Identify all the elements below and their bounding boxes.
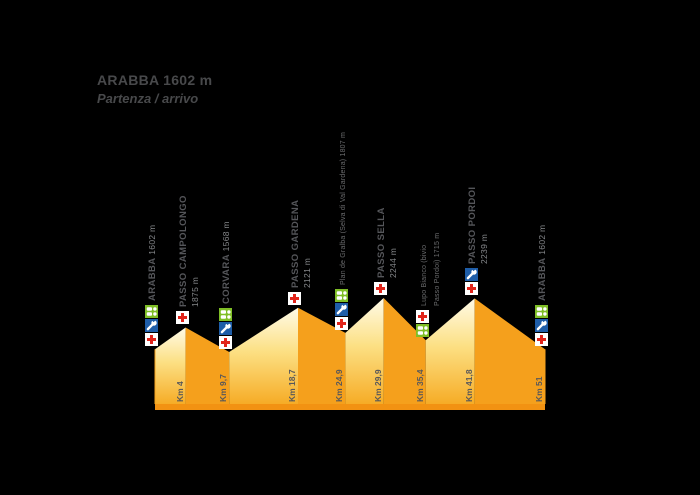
peak-name: PASSO CAMPOLONGO (177, 195, 189, 308)
peak-altitude: 1875 m (189, 277, 200, 308)
peak-name: ARABBA (147, 255, 158, 302)
medical-icon (145, 333, 158, 347)
service-icon-stack (288, 291, 301, 305)
profile-edge (154, 349, 156, 404)
peak-name: PASSO GARDENA (290, 199, 301, 288)
peak-label: PASSO GARDENA 2121 m (289, 199, 312, 287)
refreshment-icon (415, 324, 429, 338)
climb-face (345, 297, 384, 404)
peak-altitude: 2121 m (302, 257, 312, 288)
refreshment-icon (219, 307, 233, 321)
descent-face (298, 307, 346, 404)
medical-icon (415, 310, 429, 324)
refreshment-icon (535, 305, 548, 319)
km-label: Km 41,8 (463, 369, 474, 402)
page-title: ARABBA 1602 m (97, 72, 213, 88)
km-label: Km 35,4 (414, 369, 425, 402)
service-icon-stack (373, 281, 387, 295)
mechanic-icon (464, 267, 478, 282)
climb-face (155, 327, 186, 404)
peak-altitude: 1602 m (537, 224, 547, 255)
service-icon-stack (219, 307, 233, 349)
medical-icon (373, 281, 387, 295)
peak-name: PASSO PORDOI (466, 186, 478, 265)
peak-label: CORVARA 1568 m (220, 221, 232, 304)
peak-name: ARABBA (537, 255, 548, 302)
peak-label: PASSO CAMPOLONGO 1875 m (177, 196, 200, 308)
km-label: Km 9,7 (218, 374, 229, 402)
descent-face (185, 327, 230, 404)
service-icon-stack (464, 267, 478, 296)
medical-icon (464, 282, 478, 296)
climb-face (229, 307, 298, 404)
climb-face (425, 298, 475, 404)
km-label: Km 51 (534, 376, 544, 402)
km-label: Km 24,9 (334, 369, 345, 402)
mechanic-icon (219, 321, 233, 335)
service-icon-stack (415, 310, 429, 338)
descent-face (383, 297, 426, 404)
service-icon-stack (335, 288, 349, 330)
peak-label: ARABBA 1602 m (536, 225, 548, 301)
peak-altitude: 1568 m (221, 221, 232, 252)
descent-face (474, 298, 545, 404)
medical-icon (288, 291, 301, 305)
baseline-strip (155, 404, 545, 410)
km-label: Km 29,9 (372, 369, 383, 402)
peak-label: Lupo Bianco (bivio Passo Pordoi) 1715 m (417, 233, 443, 306)
medical-icon (535, 333, 548, 347)
peak-altitude: 2239 m (478, 234, 489, 265)
peak-label: PASSO SELLA 2244 m (375, 207, 398, 278)
peak-label: ARABBA 1602 m (146, 225, 158, 301)
km-label: Km 18,7 (287, 369, 297, 402)
refreshment-icon (145, 305, 158, 319)
page-subtitle: Partenza / arrivo (97, 91, 199, 106)
peak-name: Lupo Bianco (bivio (420, 245, 428, 307)
mechanic-icon (145, 318, 158, 333)
refreshment-icon (335, 288, 349, 302)
service-icon-stack (535, 305, 548, 347)
service-icon-stack (175, 311, 189, 325)
peak-label: Plan de Gralba (Selva di Val Gardena) 18… (336, 132, 349, 285)
medical-icon (175, 311, 189, 325)
service-icon-stack (145, 305, 158, 347)
peak-name: CORVARA (221, 251, 233, 304)
peak-name: Passo Pordoi) 1715 m (433, 232, 441, 307)
peak-label: PASSO PORDOI 2239 m (466, 187, 489, 264)
peak-name: Plan de Gralba (Selva di Val Gardena) 18… (340, 131, 348, 285)
km-label: Km 4 (174, 381, 185, 402)
medical-icon (219, 335, 233, 349)
mechanic-icon (335, 301, 349, 316)
peak-altitude: 1602 m (147, 224, 157, 255)
peak-name: PASSO SELLA (375, 207, 387, 278)
mechanic-icon (535, 318, 548, 333)
profile-edge (544, 349, 546, 404)
medical-icon (335, 316, 349, 330)
peak-altitude: 2244 m (387, 247, 398, 278)
title-block: ARABBA 1602 m Partenza / arrivo (97, 72, 212, 106)
